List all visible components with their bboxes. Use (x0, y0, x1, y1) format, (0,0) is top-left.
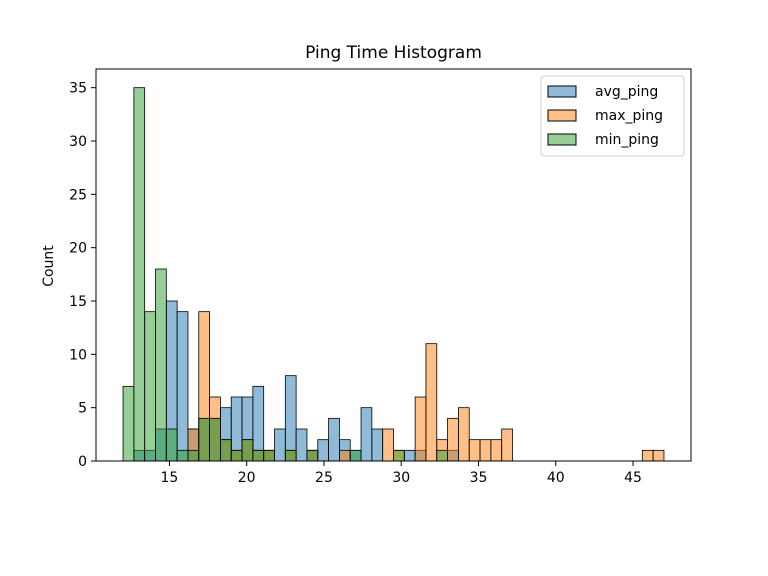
y-axis-label: Count (41, 245, 57, 287)
bar-min_ping-10 (230, 449, 243, 462)
bar-min_ping-17 (306, 449, 319, 462)
bar-max_ping-49 (652, 449, 665, 462)
x-tick-label: 40 (547, 470, 565, 486)
bar-max_ping-33 (479, 439, 492, 462)
bar-min_ping-29 (436, 449, 448, 462)
y-tick-label: 35 (69, 81, 87, 97)
x-tick-label: 25 (315, 470, 333, 486)
x-tick-label: 35 (470, 470, 488, 486)
y-tick-label: 25 (69, 187, 87, 203)
bars-layer (122, 87, 665, 462)
bar-avg_ping-23 (371, 428, 384, 462)
bar-avg_ping-15 (284, 375, 297, 462)
y-tick-label: 15 (69, 294, 87, 310)
bar-avg_ping-26 (403, 449, 416, 462)
bar-min_ping-2 (144, 311, 156, 462)
bar-avg_ping-5 (176, 311, 189, 462)
bar-max_ping-32 (468, 439, 481, 462)
bar-max_ping-30 (447, 417, 459, 462)
series-min_ping (122, 87, 448, 462)
bar-min_ping-21 (349, 449, 362, 462)
bar-max_ping-48 (641, 449, 654, 462)
bar-min_ping-0 (122, 385, 135, 462)
plot-frame (95, 68, 692, 462)
bar-min_ping-9 (220, 439, 232, 462)
y-tick-label: 0 (78, 454, 87, 470)
bar-max_ping-24 (382, 428, 394, 462)
bar-max_ping-31 (458, 407, 470, 462)
x-tick-label: 15 (160, 470, 178, 486)
bar-min_ping-11 (241, 439, 254, 462)
bar-max_ping-28 (425, 343, 438, 462)
bar-avg_ping-22 (360, 407, 373, 462)
bar-min_ping-6 (187, 449, 200, 462)
bar-max_ping-35 (501, 428, 513, 462)
bar-max_ping-34 (490, 439, 503, 462)
legend-swatch-max_ping (547, 109, 577, 122)
bar-avg_ping-19 (328, 417, 340, 462)
bar-min_ping-1 (133, 87, 146, 462)
y-tick-label: 5 (78, 401, 87, 417)
legend: avg_ping max_ping min_ping (540, 75, 685, 157)
bar-max_ping-27 (414, 396, 427, 462)
bar-min_ping-13 (263, 449, 275, 462)
y-axis: 0 5 10 15 20 25 30 35 (69, 81, 96, 470)
bar-min_ping-25 (393, 449, 405, 462)
bar-min_ping-4 (165, 428, 178, 462)
y-tick-label: 20 (69, 241, 87, 257)
legend-swatch-avg_ping (547, 85, 577, 98)
y-tick-label: 10 (69, 347, 87, 363)
chart-title: Ping Time Histogram (305, 43, 482, 63)
x-axis: 15 20 25 30 35 40 45 (160, 461, 642, 486)
bar-min_ping-8 (209, 417, 221, 462)
bar-min_ping-7 (198, 417, 210, 462)
legend-label-avg_ping: avg_ping (595, 84, 658, 100)
series-avg_ping (133, 300, 459, 462)
x-tick-label: 30 (392, 470, 410, 486)
bar-avg_ping-16 (295, 428, 308, 462)
bar-min_ping-5 (176, 449, 189, 462)
x-tick-label: 45 (624, 470, 642, 486)
bar-min_ping-15 (284, 449, 297, 462)
bar-avg_ping-12 (252, 385, 265, 462)
bar-min_ping-3 (155, 268, 167, 462)
x-tick-label: 20 (238, 470, 256, 486)
legend-label-min_ping: min_ping (595, 132, 659, 148)
bar-min_ping-12 (252, 449, 265, 462)
bar-max_ping-20 (339, 449, 351, 462)
bar-avg_ping-14 (274, 428, 286, 462)
legend-label-max_ping: max_ping (595, 108, 663, 124)
legend-frame (540, 75, 685, 157)
y-tick-label: 30 (69, 134, 87, 150)
bar-avg_ping-18 (317, 439, 329, 462)
legend-swatch-min_ping (547, 133, 577, 146)
